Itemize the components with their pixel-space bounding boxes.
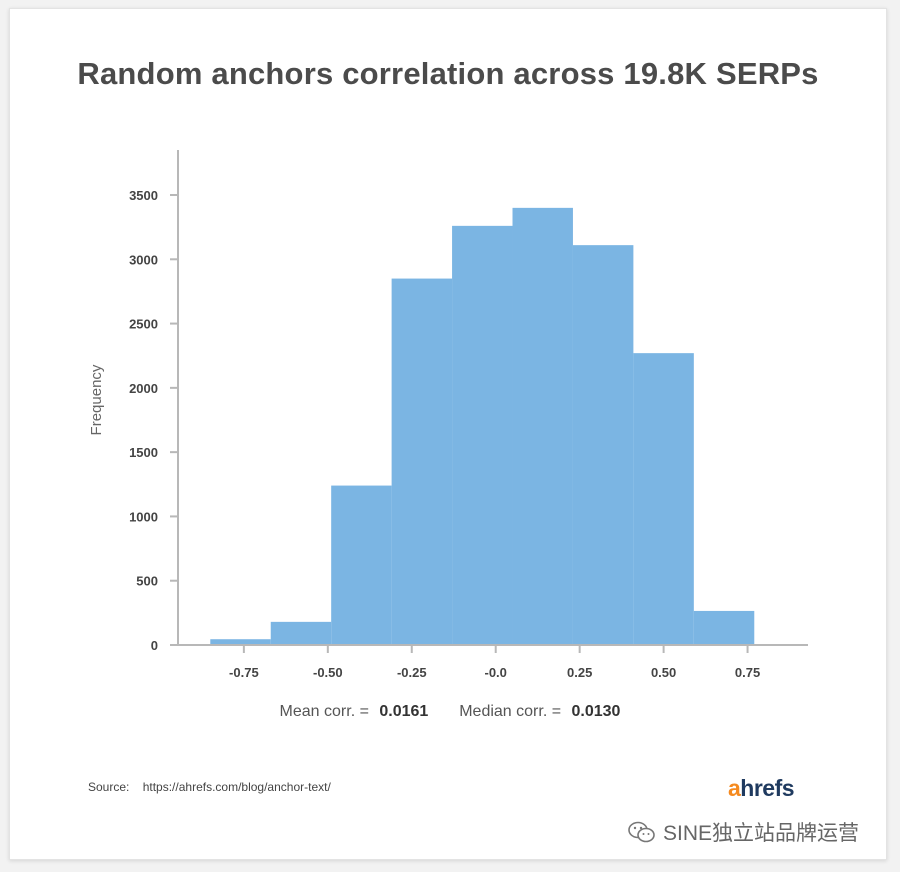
x-tick-label: 0.75 [735,665,760,680]
watermark-text: SINE独立站品牌运营 [663,822,860,845]
source-url[interactable]: https://ahrefs.com/blog/anchor-text/ [142,780,331,794]
histogram-bar [210,639,271,645]
source-line: Source: https://ahrefs.com/blog/anchor-t… [88,780,331,794]
y-tick-label: 1000 [129,509,158,524]
y-axis-label: Frequency [88,364,105,435]
x-tick-label: 0.50 [651,665,676,680]
watermark: SINE独立站品牌运营 [627,817,859,847]
median-label: Median corr. = [459,703,562,720]
histogram-bar [270,621,332,645]
y-tick-label: 1500 [129,445,158,460]
chart-title: Random anchors correlation across 19.8K … [77,56,819,91]
y-tick-label: 2500 [129,317,158,332]
x-tick-label: -0.75 [229,665,259,680]
source-label: Source: [88,780,130,794]
logo-first-letter: a [728,775,741,801]
wechat-icon [628,821,655,843]
histogram-bar [391,278,453,645]
y-tick-label: 500 [136,574,158,589]
x-tick-label: -0.50 [313,665,343,680]
mean-value: 0.0161 [379,703,429,720]
histogram-bar [633,353,694,645]
mean-label: Mean corr. = [279,703,369,720]
y-tick-label: 2000 [129,381,158,396]
histogram-bar [331,485,392,645]
y-tick-label: 3000 [129,252,158,267]
x-tick-label: -0.25 [397,665,427,680]
median-value: 0.0130 [571,703,621,720]
y-tick-label: 3500 [129,188,158,203]
ahrefs-logo[interactable]: ahrefs [728,775,795,802]
histogram-bar [452,225,513,645]
x-tick-label: 0.25 [567,665,592,680]
bars-group [210,207,755,645]
histogram-bar [512,207,573,645]
axes-group [170,150,808,646]
histogram-bar [572,245,634,645]
stats-line: Mean corr. = 0.0161 Median corr. = 0.013… [0,703,900,721]
x-tick-label: -0.0 [485,665,507,680]
histogram-bar [693,610,755,645]
logo-rest: hrefs [740,775,795,801]
ticks-group: 0 500 1000 1500 2000 2500 3000 3500 -0.75 -0.50 -0… [129,188,760,680]
y-tick-label: 0 [151,638,158,653]
